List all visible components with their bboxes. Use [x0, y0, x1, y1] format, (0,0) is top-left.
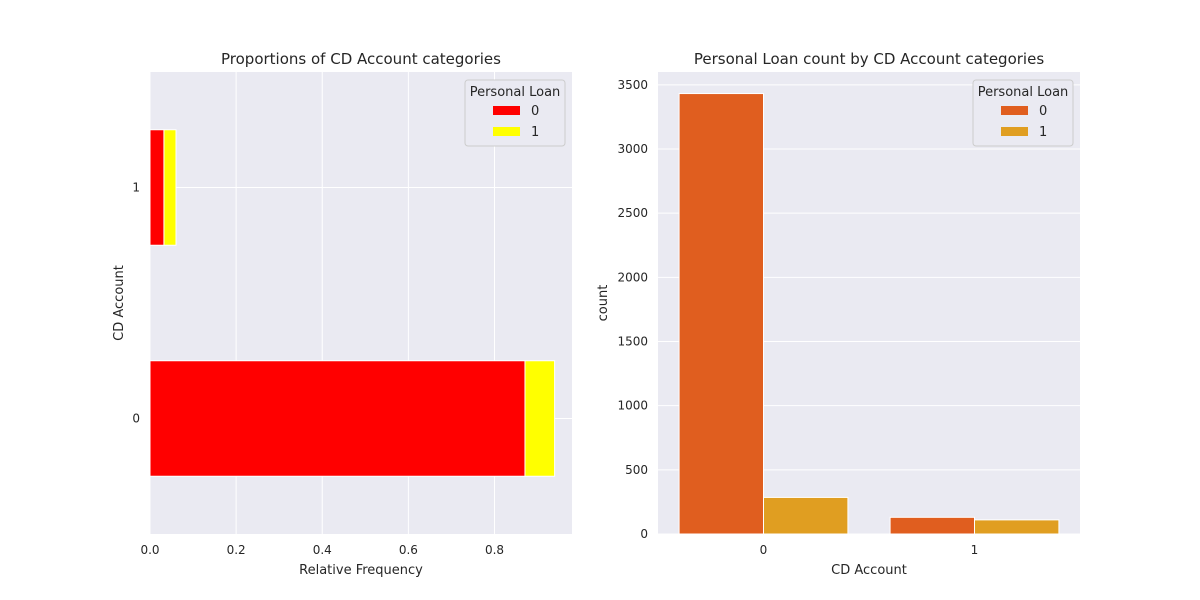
left-bar-cd0-loan0	[149, 360, 526, 477]
right-x-tick-label: 1	[971, 543, 979, 557]
right-y-tick-label: 3500	[617, 78, 648, 92]
left-bar-cd1-loan0	[149, 129, 165, 246]
left-bar-cd1-loan1	[163, 129, 177, 246]
right-y-tick-label: 2000	[617, 270, 648, 284]
right-chart: 0 500 1000 1500 2000 2500 3000 3500 0 1 Personal …	[596, 50, 1080, 578]
right-legend-label-1: 1	[1039, 125, 1047, 140]
right-y-tick-label: 0	[640, 527, 648, 541]
right-legend-swatch-0	[1001, 106, 1028, 115]
left-y-tick-label: 0	[132, 412, 140, 426]
left-legend-swatch-1	[493, 127, 520, 136]
right-x-tick-label: 0	[760, 543, 768, 557]
left-ticks: 0.0 0.2 0.4 0.6 0.8 0 1	[132, 181, 504, 558]
right-ticks: 0 500 1000 1500 2000 2500 3000 3500 0 1	[617, 78, 978, 557]
right-y-tick-label: 500	[625, 463, 648, 477]
left-chart: 0.0 0.2 0.4 0.6 0.8 0 1 Proportions of CD Acco…	[112, 50, 572, 578]
right-y-tick-label: 1500	[617, 335, 648, 349]
right-legend: Personal Loan 0 1	[972, 79, 1074, 147]
right-bars	[678, 93, 1060, 535]
left-y-tick-label: 1	[132, 181, 140, 195]
left-legend-label-0: 0	[531, 104, 539, 119]
left-bar-cd0-loan1	[524, 360, 556, 477]
right-x-axis-label: CD Account	[831, 563, 907, 578]
left-x-tick-label: 0.8	[485, 543, 504, 557]
right-y-tick-label: 3000	[617, 142, 648, 156]
left-x-tick-label: 0.4	[313, 543, 332, 557]
right-chart-title: Personal Loan count by CD Account catego…	[694, 50, 1044, 68]
left-legend-title: Personal Loan	[470, 85, 561, 100]
left-legend-label-1: 1	[531, 125, 539, 140]
right-bar-cd1-loan0	[889, 516, 975, 535]
left-y-axis-label: CD Account	[112, 265, 127, 341]
right-y-axis-label: count	[596, 285, 611, 322]
right-y-tick-label: 2500	[617, 206, 648, 220]
left-chart-title: Proportions of CD Account categories	[221, 50, 501, 68]
right-bar-cd0-loan1	[763, 496, 849, 535]
left-x-axis-label: Relative Frequency	[299, 563, 423, 578]
left-bars	[149, 129, 556, 477]
right-legend-swatch-1	[1001, 127, 1028, 136]
right-legend-label-0: 0	[1039, 104, 1047, 119]
left-legend-swatch-0	[493, 106, 520, 115]
right-bar-cd1-loan1	[974, 519, 1060, 535]
left-x-tick-label: 0.0	[140, 543, 159, 557]
left-x-tick-label: 0.2	[227, 543, 246, 557]
left-x-tick-label: 0.6	[399, 543, 418, 557]
right-y-tick-label: 1000	[617, 399, 648, 413]
right-legend-title: Personal Loan	[978, 85, 1069, 100]
left-legend: Personal Loan 0 1	[464, 79, 566, 147]
right-bar-cd0-loan0	[678, 93, 764, 535]
